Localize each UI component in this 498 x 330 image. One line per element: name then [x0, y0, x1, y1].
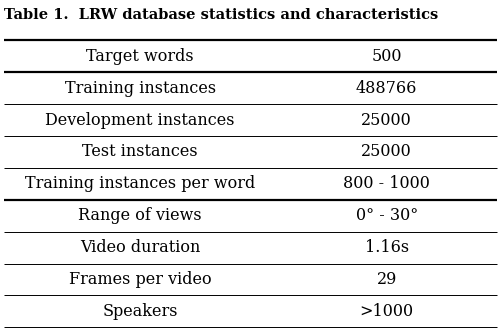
Text: 29: 29 [376, 271, 397, 288]
Text: Test instances: Test instances [82, 144, 198, 160]
Text: 25000: 25000 [362, 112, 412, 128]
Text: Training instances per word: Training instances per word [25, 175, 255, 192]
Text: 1.16s: 1.16s [365, 239, 409, 256]
Text: 25000: 25000 [362, 144, 412, 160]
Text: Table 1.  LRW database statistics and characteristics: Table 1. LRW database statistics and cha… [4, 8, 438, 22]
Text: 500: 500 [372, 48, 402, 65]
Text: Speakers: Speakers [103, 303, 178, 320]
Text: Video duration: Video duration [80, 239, 200, 256]
Text: Target words: Target words [86, 48, 194, 65]
Text: >1000: >1000 [360, 303, 414, 320]
Text: Training instances: Training instances [65, 80, 216, 97]
Text: Frames per video: Frames per video [69, 271, 212, 288]
Text: 0° - 30°: 0° - 30° [356, 207, 418, 224]
Text: Range of views: Range of views [78, 207, 202, 224]
Text: 800 - 1000: 800 - 1000 [343, 175, 430, 192]
Text: Development instances: Development instances [45, 112, 235, 128]
Text: 488766: 488766 [356, 80, 417, 97]
